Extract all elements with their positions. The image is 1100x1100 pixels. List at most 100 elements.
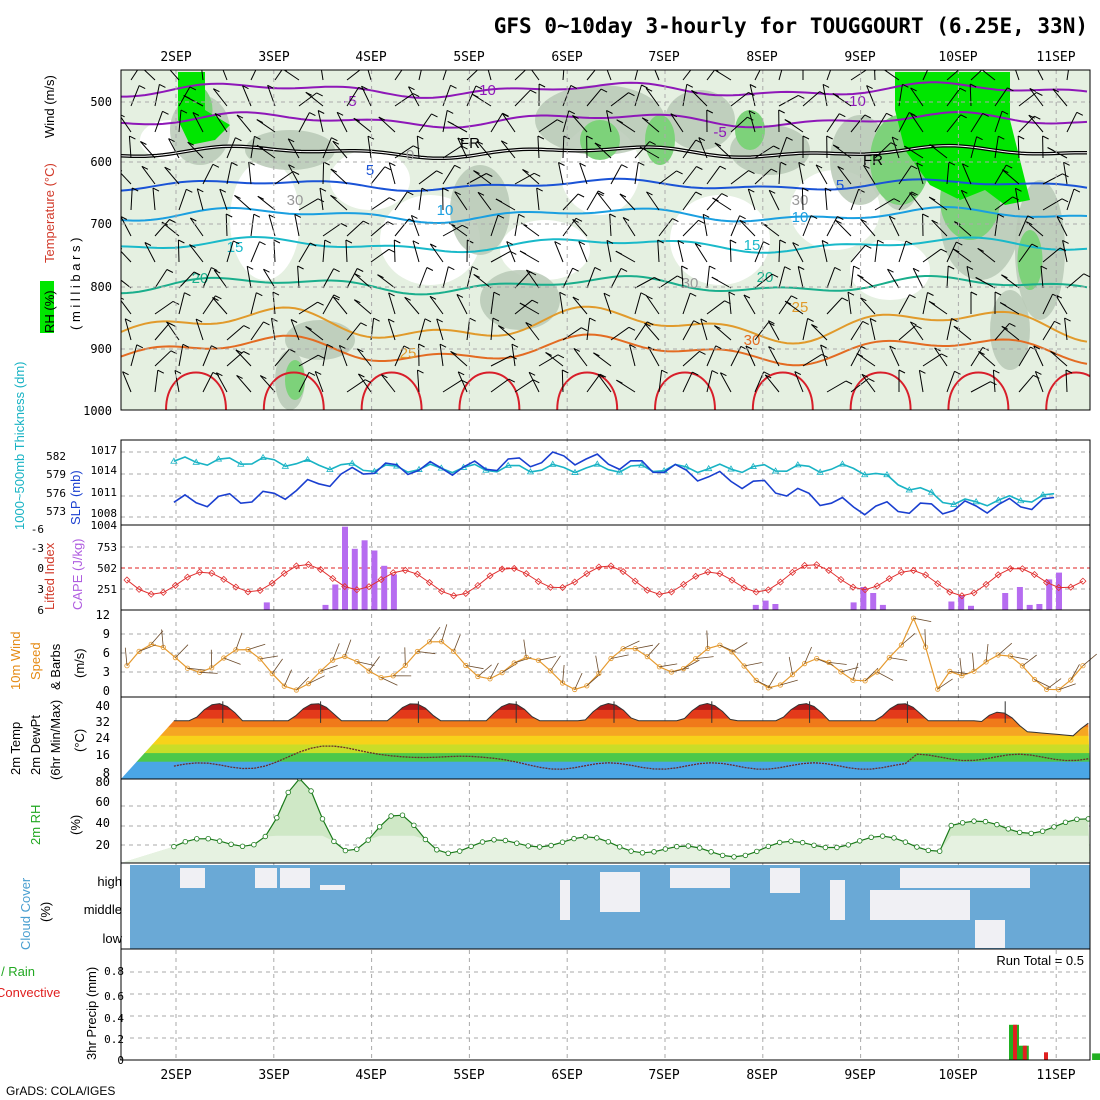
- wind-barb: [511, 344, 516, 367]
- wind10-barb: [453, 634, 461, 652]
- wind-barb-flag: [187, 141, 194, 146]
- wind-barb-flag: [931, 219, 938, 224]
- li-marker: [135, 585, 143, 593]
- wind-barb: [1018, 374, 1034, 393]
- wind10-barb: [368, 656, 380, 672]
- wind-barb-flag: [597, 190, 605, 195]
- wind10-barb: [671, 667, 690, 673]
- wind-barb: [918, 370, 924, 393]
- wind-barb: [850, 266, 855, 289]
- wind-barb: [1028, 114, 1044, 133]
- rh-marker: [434, 847, 440, 853]
- wind-barb-flag: [1005, 164, 1013, 169]
- wind10-ylabel-4: (m/s): [72, 648, 87, 678]
- wind-barb: [457, 371, 468, 393]
- wind-barb-flag: [211, 267, 218, 272]
- wind-speed-marker: [245, 646, 251, 653]
- wind-barb-flag: [231, 162, 238, 166]
- thickness-line-marker: [1016, 496, 1025, 504]
- wind-barb-flag: [834, 266, 841, 271]
- wind-barb-flag: [714, 325, 721, 330]
- wind-barb: [502, 113, 516, 133]
- wind-barb-flag: [905, 240, 913, 245]
- wind-barb: [525, 322, 540, 341]
- wind-barb-flag: [178, 239, 185, 244]
- rh-marker: [674, 843, 680, 850]
- wind-speed-marker: [1031, 676, 1038, 683]
- wind-barb: [274, 70, 283, 81]
- wind-barb-flag: [259, 241, 266, 246]
- wind-barb-flag: [764, 374, 772, 379]
- li-marker: [849, 583, 857, 591]
- wind-barb: [778, 239, 781, 263]
- wind10-barb: [997, 642, 1013, 656]
- wind-barb-flag: [421, 187, 429, 192]
- cape-bar: [1056, 572, 1062, 610]
- wind-barb-flag: [603, 59, 609, 62]
- wind-speed-ticks: 12 9 6 3 0: [96, 608, 110, 698]
- wind-barb: [274, 348, 290, 367]
- wind-barb-flag: [904, 145, 911, 150]
- temp-ylabel-3: (6hr Min/Max): [48, 700, 63, 780]
- wind-barb: [1018, 346, 1031, 367]
- wind-barb-flag: [314, 370, 322, 375]
- wind-barb: [1018, 215, 1029, 237]
- wind-barb: [682, 139, 697, 159]
- precip-bar-total: [1092, 1053, 1100, 1060]
- wind-barb-flag: [960, 114, 967, 119]
- wind-barb-flag: [389, 197, 396, 202]
- wind-barb-flag: [911, 165, 918, 170]
- li-marker: [934, 580, 942, 588]
- wind10-barb: [260, 655, 278, 660]
- wind-barb-flag: [1063, 161, 1070, 166]
- rh-marker: [742, 852, 749, 859]
- wind-barb: [682, 191, 697, 211]
- wind10-barb: [610, 654, 629, 659]
- cape-bar: [390, 574, 397, 610]
- wind-barb-flag: [990, 381, 997, 386]
- wind10-barb: [514, 657, 532, 664]
- rh-marker: [399, 812, 406, 818]
- wind10-barb: [1046, 678, 1062, 690]
- wind-barb: [196, 188, 204, 211]
- li-marker: [946, 588, 954, 596]
- wind-barb-flag: [336, 111, 344, 116]
- contour-35: [360, 371, 423, 410]
- wind-barb-flag: [927, 292, 934, 296]
- bottom-date-label: 5SEP: [453, 1068, 484, 1083]
- wind-barb: [682, 70, 692, 81]
- wind-barb: [537, 135, 540, 159]
- wind-barb-flag: [219, 60, 225, 63]
- li-marker: [365, 583, 373, 591]
- cloud-tick: middle: [84, 902, 122, 917]
- temp-band: [121, 718, 1090, 728]
- wind-barb-flag: [711, 370, 719, 375]
- contour-35: [654, 371, 716, 410]
- li-marker: [232, 583, 240, 591]
- wind-barb: [528, 372, 540, 393]
- wind-barb: [681, 265, 684, 289]
- wind-barb-flag: [501, 140, 508, 145]
- wind-barb: [442, 110, 448, 133]
- rh-shade-clear: [670, 195, 770, 285]
- wind-barb: [394, 70, 403, 81]
- rh-marker: [937, 848, 943, 854]
- wind-barb: [647, 346, 660, 367]
- wind-barb-flag: [712, 197, 719, 202]
- li-marker: [885, 575, 893, 583]
- wind-barb-flag: [317, 354, 325, 359]
- wind-barb-flag: [404, 296, 411, 301]
- wind-barb: [506, 241, 516, 263]
- wind-barb-flag: [928, 300, 936, 305]
- slp-ticks: 1017 1014 1011 1008 1004: [91, 444, 118, 532]
- wind-barb-flag: [219, 188, 227, 193]
- cape-bar: [958, 595, 965, 610]
- wind-barb: [826, 113, 840, 133]
- wind-barb-flag: [457, 137, 465, 142]
- wind10-barb: [889, 657, 908, 661]
- wind-barb: [388, 162, 396, 185]
- thickness-line-marker: [526, 468, 535, 475]
- wind-barb-flag: [1028, 114, 1036, 119]
- wind-barb: [187, 141, 204, 159]
- temp-tick: 40: [96, 699, 110, 713]
